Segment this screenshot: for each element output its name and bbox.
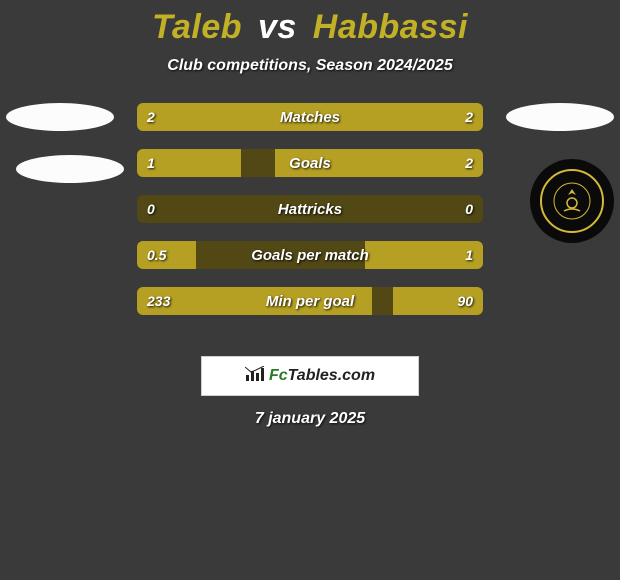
stat-value-right: 90 bbox=[457, 287, 473, 315]
source-badge: FcTables.com bbox=[201, 356, 419, 396]
vs-separator: vs bbox=[258, 8, 297, 46]
stat-value-left: 233 bbox=[147, 287, 170, 315]
stat-label: Goals per match bbox=[137, 241, 483, 269]
player1-avatar-placeholder-1 bbox=[6, 103, 114, 131]
player1-name: Taleb bbox=[152, 8, 242, 46]
player1-avatar-placeholder-2 bbox=[16, 155, 124, 183]
stat-value-left: 0 bbox=[147, 195, 155, 223]
club-crest-icon bbox=[540, 169, 604, 233]
stat-value-right: 2 bbox=[465, 103, 473, 131]
source-brand: FcTables.com bbox=[269, 367, 375, 385]
subtitle: Club competitions, Season 2024/2025 bbox=[0, 57, 620, 75]
brand-suffix: Tables.com bbox=[288, 367, 375, 384]
stat-bars: Matches22Goals12Hattricks00Goals per mat… bbox=[137, 103, 483, 333]
stat-value-right: 1 bbox=[465, 241, 473, 269]
bar-chart-icon bbox=[245, 366, 265, 387]
player2-club-badge bbox=[530, 159, 614, 243]
player2-name: Habbassi bbox=[313, 8, 468, 46]
player2-avatar-placeholder bbox=[506, 103, 614, 131]
stat-row: Matches2 2 bbox=[137, 103, 483, 131]
stat-label: Matches bbox=[137, 103, 483, 131]
stat-value-right: 2 bbox=[465, 149, 473, 177]
stat-label: Min per goal bbox=[137, 287, 483, 315]
stat-row: Min per goal233 90 bbox=[137, 287, 483, 315]
stat-row: Goals1 2 bbox=[137, 149, 483, 177]
comparison-infographic: Taleb vs Habbassi Club competitions, Sea… bbox=[0, 0, 620, 580]
stat-value-left: 1 bbox=[147, 149, 155, 177]
page-title: Taleb vs Habbassi bbox=[0, 0, 620, 47]
stat-row: Goals per match0.5 1 bbox=[137, 241, 483, 269]
stat-value-right: 0 bbox=[465, 195, 473, 223]
stat-value-left: 0.5 bbox=[147, 241, 166, 269]
stat-label: Hattricks bbox=[137, 195, 483, 223]
generation-date: 7 january 2025 bbox=[0, 410, 620, 428]
stat-label: Goals bbox=[137, 149, 483, 177]
stat-value-left: 2 bbox=[147, 103, 155, 131]
brand-prefix: Fc bbox=[269, 367, 288, 384]
stat-row: Hattricks0 0 bbox=[137, 195, 483, 223]
